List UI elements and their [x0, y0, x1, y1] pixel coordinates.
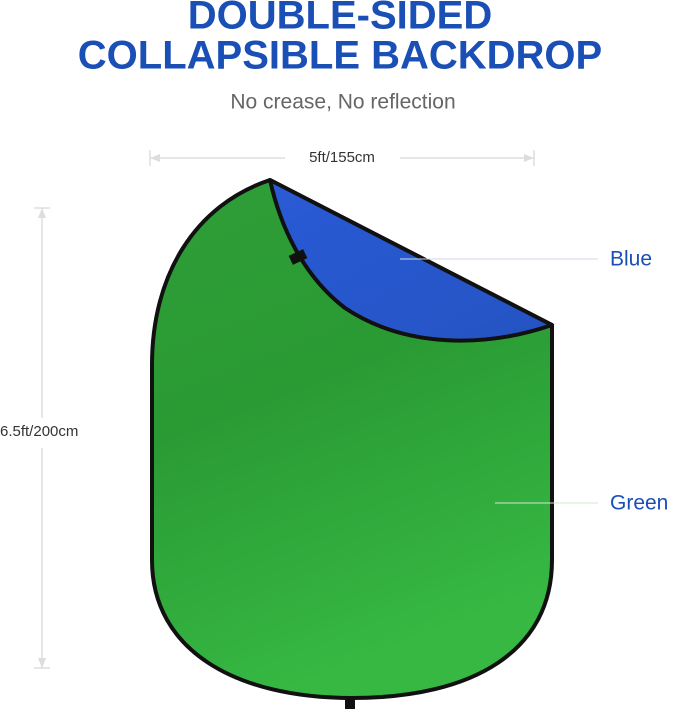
backdrop — [150, 178, 554, 709]
title-line: DOUBLE-SIDED — [188, 0, 492, 38]
height-dimension — [34, 207, 50, 669]
title-line: COLLAPSIBLE BACKDROP — [78, 34, 602, 78]
height-label: 6.5ft/200cm — [0, 423, 78, 440]
width-dimension — [149, 150, 535, 166]
subtitle: No crease, No reflection — [230, 91, 455, 114]
width-label: 5ft/155cm — [309, 149, 375, 166]
green-label: Green — [610, 492, 668, 515]
blue-label: Blue — [610, 248, 652, 271]
